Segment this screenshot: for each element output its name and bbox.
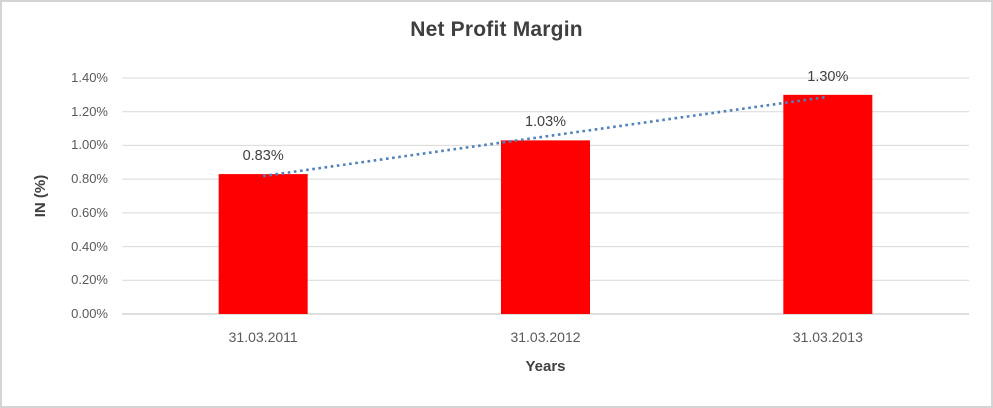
bar[interactable] bbox=[501, 140, 590, 314]
y-tick-label: 0.60% bbox=[71, 204, 108, 220]
y-tick-label: 1.00% bbox=[71, 137, 108, 153]
bar-data-label: 1.30% bbox=[807, 68, 849, 85]
y-tick-label: 0.20% bbox=[71, 272, 108, 288]
y-tick-label: 0.80% bbox=[71, 171, 108, 187]
bar-data-label: 0.83% bbox=[242, 148, 284, 165]
x-tick-label: 31.03.2011 bbox=[228, 329, 298, 345]
bar-data-label: 1.03% bbox=[524, 114, 567, 131]
y-tick-label: 0.40% bbox=[71, 238, 108, 254]
x-axis-title: Years bbox=[525, 358, 566, 375]
y-tick-label: 1.40% bbox=[71, 70, 108, 85]
y-tick-label: 0.00% bbox=[71, 306, 108, 321]
trendline bbox=[262, 95, 829, 178]
chart-title: Net Profit Margin bbox=[410, 18, 583, 41]
x-tick-label: 31.03.2012 bbox=[510, 329, 581, 345]
x-tick-label: 31.03.2013 bbox=[792, 329, 863, 345]
bar[interactable] bbox=[783, 94, 873, 314]
plot-area bbox=[122, 77, 969, 315]
bar[interactable] bbox=[218, 174, 308, 314]
y-tick-label: 1.20% bbox=[71, 103, 108, 119]
